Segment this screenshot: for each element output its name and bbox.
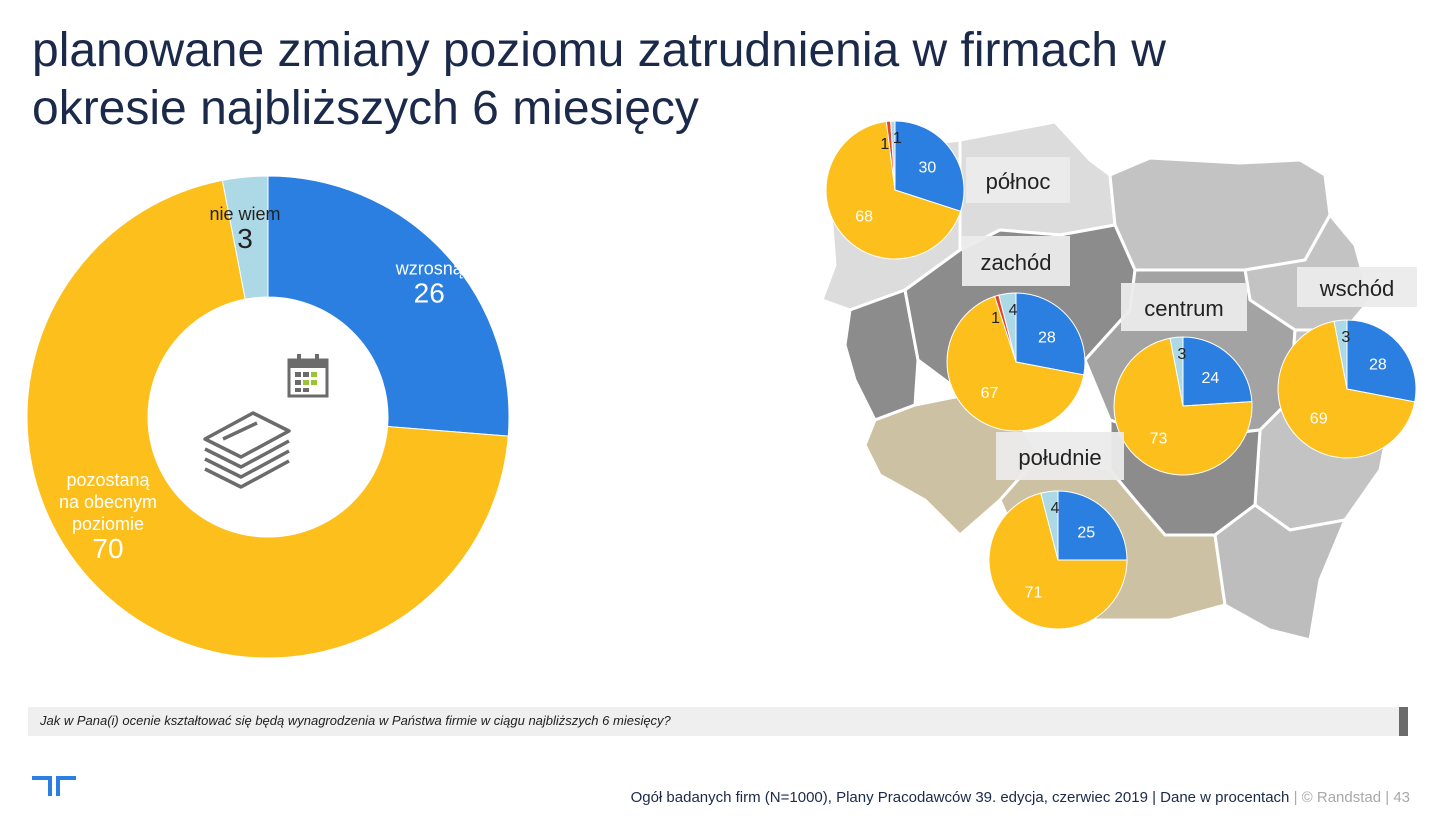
pie-północ-slice-same [825,120,962,260]
footer: Ogół badanych firm (N=1000), Plany Praco… [631,789,1410,806]
donut-slice-increase [267,175,510,437]
region-label: północ [986,169,1051,194]
donut-value-same: 70 [92,533,123,564]
pie-północ-value-same: 68 [855,209,873,226]
pie-centrum-slice-same [1113,337,1253,476]
national-donut-chart [26,175,510,659]
pie-zachód-value-decrease: 1 [991,310,1000,327]
pie-zachód-value-increase: 28 [1038,329,1056,346]
footer-unit: | Dane w procentach [1152,789,1290,806]
question-bar: Jak w Pana(i) ocenie kształtować się będ… [28,707,1408,736]
pie-południe-slice-increase [1057,490,1128,561]
pie-południe-value-same: 71 [1025,585,1043,602]
pie-północ-slice-dont-know [890,120,896,191]
pie-północ-value-increase: 30 [918,159,936,176]
footer-brand: | © Randstad | [1293,789,1390,806]
pie-północ-value-dont-know: 1 [893,130,902,147]
pie-centrum-value-increase: 24 [1201,370,1219,387]
pie-centrum-value-dont-know: 3 [1177,346,1186,363]
donut-label-same: na obecnym [59,492,157,512]
region-label-box [1121,283,1247,331]
donut-label-increase: wzrosną [395,259,464,279]
pie-wschód-slice-same [1277,320,1416,459]
region-label-box [966,157,1070,203]
randstad-logo [32,776,76,796]
money-stack-icon [203,411,291,489]
pie-centrum-slice-increase [1182,336,1253,407]
pie-wschód-value-dont-know: 3 [1341,329,1350,346]
footer-page-number: 43 [1393,789,1410,806]
donut-label-dont-know: nie wiem [209,204,280,224]
pie-północ-slice-increase [894,120,965,212]
pie-południe-slice-same [988,492,1128,630]
donut-slice-same [26,179,509,659]
map-region-west [843,288,920,422]
donut-label-same: pozostaną [66,470,150,490]
pie-wschód-value-same: 69 [1310,410,1328,427]
region-label-box [1297,267,1417,307]
donut-slice-dont-know [221,175,269,300]
region-label: centrum [1144,296,1223,321]
pie-zachód-value-dont-know: 4 [1009,302,1018,319]
donut-value-dont-know: 3 [237,223,253,254]
pie-wschód-slice-dont-know [1333,319,1348,390]
question-text: Jak w Pana(i) ocenie kształtować się będ… [40,713,671,728]
pie-północ-value-decrease: 1 [880,136,889,153]
pie-zachód-value-same: 67 [981,385,999,402]
pie-centrum-slice-dont-know [1169,336,1184,407]
pie-zachód-slice-increase [1015,292,1086,376]
pie-południe-value-dont-know: 4 [1051,500,1060,517]
region-label-box [962,236,1070,286]
pie-zachód-slice-same [946,295,1085,432]
pie-centrum-value-same: 73 [1150,431,1168,448]
pie-południe-slice-dont-know [1040,490,1059,561]
donut-label-same: poziomie [72,514,144,534]
pie-wschód-slice-increase [1346,319,1417,403]
region-label: zachód [981,250,1052,275]
pie-południe-value-increase: 25 [1077,525,1095,542]
map-region-southeast [1213,503,1347,642]
region-label: południe [1018,445,1101,470]
pie-zachód-slice-dont-know [998,292,1017,363]
pie-wschód-value-increase: 28 [1369,356,1387,373]
map-region-northeast [1108,156,1332,272]
calendar-icon [287,354,329,398]
region-label-box [996,432,1124,480]
region-label: wschód [1319,276,1395,301]
donut-value-increase: 26 [414,278,445,309]
footer-source: Ogół badanych firm (N=1000), Plany Praco… [630,789,1148,806]
page-title: planowane zmiany poziomu zatrudnienia w … [32,24,1166,135]
